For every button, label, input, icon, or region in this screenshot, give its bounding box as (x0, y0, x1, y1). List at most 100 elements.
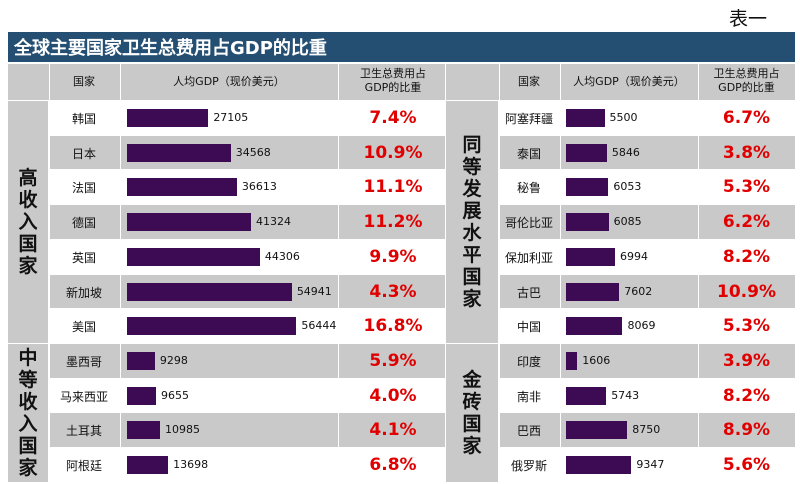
gdp-bar (127, 317, 297, 336)
table-caption: 表一 (729, 8, 768, 30)
gdp-value-label: 8750 (632, 423, 661, 437)
health-share-value: 4.3% (369, 281, 417, 302)
gdp-value-label: 54941 (296, 284, 332, 298)
gdp-value-label: 9298 (159, 353, 188, 367)
gdp-value-label: 6994 (619, 249, 648, 263)
country-name: 阿塞拜疆 (504, 112, 553, 126)
country-name: 土耳其 (65, 424, 102, 439)
gdp-bar (566, 143, 607, 162)
gdp-value-label: 9655 (160, 388, 189, 402)
country-name: 俄罗斯 (510, 459, 547, 473)
table-row-shade (500, 413, 795, 447)
country-name: 泰国 (516, 146, 541, 161)
country-name: 中国 (516, 320, 541, 335)
health-share-value: 11.1% (363, 177, 423, 198)
gdp-bar (127, 178, 237, 197)
gdp-value-label: 44306 (264, 249, 300, 263)
title-bar (8, 32, 795, 62)
column-divider (49, 64, 50, 483)
country-name: 美国 (71, 320, 96, 335)
gdp-value-label: 34568 (235, 145, 271, 159)
gdp-value-label: 27105 (213, 111, 249, 124)
gdp-bar (127, 247, 260, 266)
gdp-value-label: 56444 (301, 319, 337, 333)
table-gap (445, 64, 446, 484)
health-share-value: 3.9% (722, 350, 771, 371)
gdp-bar (566, 386, 607, 405)
gdp-value-label: 5743 (611, 388, 640, 402)
header-gdp: 人均GDP（现价美元） (173, 75, 285, 88)
gdp-bar (127, 109, 209, 127)
gdp-bar (566, 421, 628, 440)
country-name: 墨西哥 (65, 354, 102, 369)
column-divider (338, 64, 339, 483)
health-share-value: 9.9% (369, 246, 417, 267)
country-name: 新加坡 (65, 285, 102, 300)
column-divider (560, 64, 561, 483)
group-label: 中 等 收 入 国 家 (18, 346, 38, 479)
page-title: 全球主要国家卫生总费用占GDP的比重 (14, 38, 327, 59)
column-divider (698, 64, 699, 483)
gdp-bar (127, 456, 169, 474)
table-row-shade (50, 135, 445, 170)
table-row-shade (50, 343, 445, 378)
table-row-shade (500, 205, 795, 239)
gdp-value-label: 36613 (241, 180, 277, 194)
table-row-shade (50, 413, 445, 447)
header-share: 卫生总费用占 GDP的比重 (713, 67, 780, 94)
health-share-value: 3.8% (722, 142, 771, 163)
health-share-value: 5.9% (369, 350, 417, 371)
gdp-value-label: 8069 (627, 319, 656, 333)
country-name: 韩国 (71, 112, 96, 126)
gdp-value-label: 9347 (636, 458, 665, 471)
country-name: 保加利亚 (504, 250, 553, 265)
country-name: 印度 (516, 354, 541, 369)
gdp-bar (566, 282, 620, 301)
health-share-value: 10.9% (717, 281, 776, 302)
column-divider (499, 64, 500, 483)
gdp-value-label: 5500 (609, 111, 638, 124)
gdp-value-label: 6053 (613, 180, 642, 194)
country-name: 阿根廷 (65, 459, 102, 473)
header-gdp: 人均GDP（现价美元） (573, 75, 685, 88)
gdp-value-label: 5846 (611, 145, 640, 159)
table-row-shade (500, 274, 795, 309)
gdp-value-label: 41324 (255, 215, 291, 229)
health-share-value: 5.3% (722, 316, 771, 337)
header-share: 卫生总费用占 GDP的比重 (360, 67, 426, 94)
gdp-bar (566, 109, 605, 127)
country-name: 日本 (71, 146, 96, 161)
header-row-bg (8, 64, 445, 100)
group-cell-bg (8, 101, 48, 343)
group-cell-bg (446, 343, 498, 482)
gdp-value-label: 7602 (624, 284, 653, 298)
country-name: 秘鲁 (516, 181, 541, 196)
health-share-value: 7.4% (369, 108, 417, 128)
gdp-bar (127, 143, 231, 162)
gdp-bar (127, 351, 155, 370)
country-name: 英国 (71, 250, 96, 265)
gdp-bar (566, 456, 632, 474)
country-name: 古巴 (516, 285, 541, 300)
health-share-value: 8.9% (722, 420, 771, 441)
group-label: 金 砖 国 家 (462, 368, 482, 457)
table-row-shade (500, 343, 795, 378)
health-share-value: 10.9% (363, 142, 423, 163)
country-name: 巴西 (516, 424, 541, 439)
group-label: 同 等 发 展 水 平 国 家 (462, 133, 482, 310)
health-share-value: 6.7% (722, 108, 771, 128)
gdp-bar (127, 421, 160, 440)
gdp-value-label: 6085 (613, 215, 642, 229)
health-share-value: 8.2% (722, 385, 771, 406)
group-label: 高 收 入 国 家 (18, 166, 38, 277)
health-share-value: 16.8% (363, 316, 423, 337)
health-share-value: 4.0% (369, 385, 417, 406)
gdp-bar (566, 317, 623, 336)
gdp-value-label: 10985 (164, 423, 200, 437)
gdp-value-label: 1606 (582, 353, 611, 367)
gdp-bar (127, 386, 156, 405)
group-cell-bg (446, 101, 498, 343)
gdp-bar (127, 282, 292, 301)
country-name: 马来西亚 (59, 389, 108, 404)
header-row-bg (446, 64, 795, 100)
